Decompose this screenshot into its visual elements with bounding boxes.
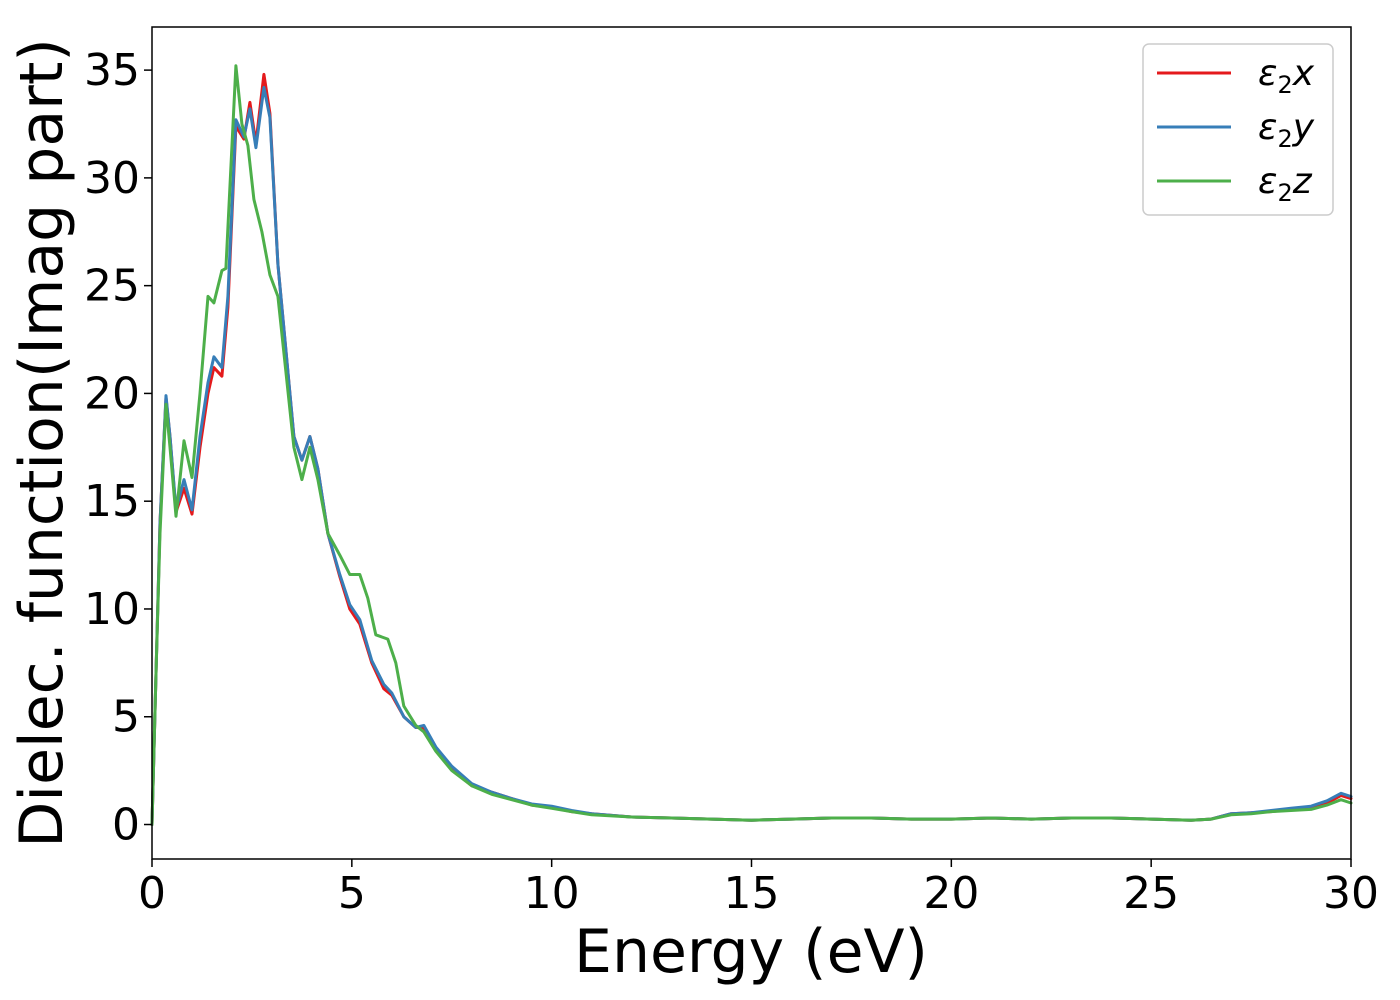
legend-label-tail: z: [1292, 161, 1313, 202]
x-tick-label: 10: [524, 868, 580, 919]
y-tick-label: 10: [84, 584, 140, 635]
x-tick-label: 30: [1323, 868, 1379, 919]
y-tick-label: 30: [84, 153, 140, 204]
legend-label-tail: y: [1292, 107, 1315, 148]
legend-label-subscript: 2: [1277, 71, 1292, 99]
x-axis-ticks: 0 5 10 15 20 25 30: [138, 859, 1379, 919]
x-tick-label: 0: [138, 868, 166, 919]
x-tick-label: 20: [923, 868, 979, 919]
legend-label-base: ε: [1258, 161, 1277, 202]
y-tick-label: 25: [84, 261, 140, 312]
x-tick-label: 25: [1123, 868, 1179, 919]
legend-label: ε2x: [1258, 53, 1315, 99]
legend-label-base: ε: [1258, 53, 1277, 94]
series-line-3: [150, 64, 1353, 826]
x-tick-label: 5: [338, 868, 366, 919]
x-axis-title: Energy (eV): [574, 917, 928, 987]
y-tick-label: 35: [84, 45, 140, 96]
y-tick-label: 5: [112, 692, 140, 743]
y-tick-label: 15: [84, 476, 140, 527]
y-axis-ticks: 0 5 10 15 20 25 30 35: [84, 45, 152, 851]
legend-label: ε2z: [1258, 161, 1313, 207]
x-tick-label: 15: [724, 868, 780, 919]
y-tick-label: 0: [112, 800, 140, 851]
legend-label-subscript: 2: [1277, 125, 1292, 153]
plot-lines: [150, 64, 1353, 826]
legend-label: ε2y: [1258, 107, 1315, 153]
legend-label-base: ε: [1258, 107, 1277, 148]
legend-box: [1142, 43, 1334, 216]
legend-label-tail: x: [1292, 53, 1315, 94]
y-axis-title: Dielec. function(Imag part): [7, 38, 77, 848]
y-tick-label: 20: [84, 368, 140, 419]
legend-label-subscript: 2: [1277, 179, 1292, 207]
